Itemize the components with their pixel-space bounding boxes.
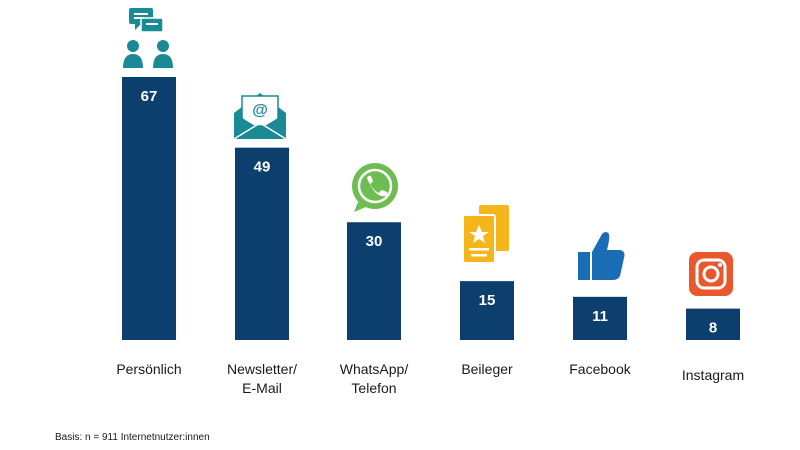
category-label-line: E-Mail [242,380,282,396]
category-label-line: Instagram [682,367,744,383]
chat-people-icon [123,8,173,68]
bar-5 [686,308,740,340]
value-label-0: 67 [141,88,158,105]
whatsapp-icon [352,163,398,212]
category-label-1: Newsletter/E-Mail [227,361,297,396]
svg-text:@: @ [252,102,268,119]
bar-4 [573,296,627,340]
value-label-2: 30 [366,233,383,250]
category-label-line: Telefon [351,380,396,396]
bar-3 [460,281,514,340]
value-label-1: 49 [254,159,271,176]
category-label-3: Beileger [461,361,513,377]
category-labels-group: Persönlich Newsletter/E-Mail WhatsApp/Tele… [116,361,744,396]
bar-1 [235,147,289,340]
category-label-2: WhatsApp/Telefon [340,361,409,396]
bar-2 [347,222,401,340]
category-label-0: Persönlich [116,361,181,377]
category-label-line: Persönlich [116,361,181,377]
value-labels-group: 67 49 30 15 11 8 [141,88,718,337]
email-icon: @ [233,93,287,140]
value-label-5: 8 [709,320,717,337]
bars-group [122,77,740,340]
value-label-3: 15 [479,292,496,309]
footnote-basis: Basis: n = 911 Internetnutzer:innen [55,432,210,443]
category-label-line: Beileger [461,361,513,377]
instagram-icon [689,252,733,296]
value-label-4: 11 [592,308,608,325]
category-label-line: WhatsApp/ [340,361,409,377]
category-label-line: Newsletter/ [227,361,297,377]
category-label-4: Facebook [569,361,631,377]
category-label-5: Instagram [682,367,744,383]
bar-0 [122,77,176,340]
thumbs-up-icon [578,232,625,280]
flyer-icon [462,205,509,264]
category-label-line: Facebook [569,361,631,377]
